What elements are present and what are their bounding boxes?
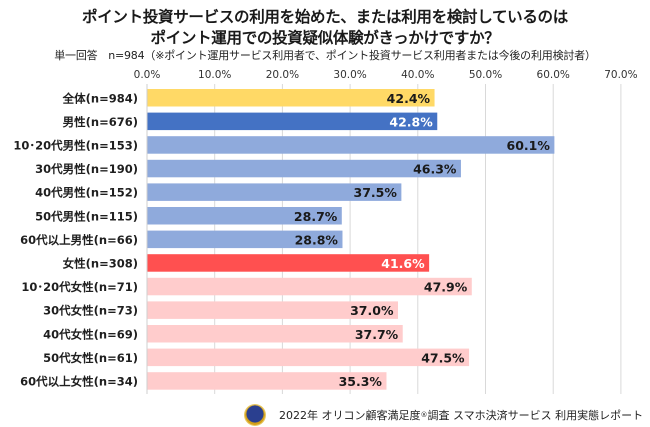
x-tick-label: 60.0% (537, 69, 570, 81)
category-label: 10･20代女性(n=71) (21, 280, 138, 294)
bar (147, 136, 555, 154)
value-label: 37.7% (355, 327, 399, 342)
gridlines (146, 84, 622, 394)
chart-subtitle: 単一回答 n=984（※ポイント運用サービス利用者で、ポイント投資サービス利用者… (54, 49, 596, 62)
value-label: 47.5% (421, 350, 465, 365)
value-label: 35.3% (339, 374, 383, 389)
value-label: 42.8% (389, 114, 433, 129)
category-label: 男性(n=676) (63, 115, 138, 129)
bar (147, 183, 402, 201)
bar (147, 301, 398, 319)
bar (147, 372, 387, 390)
bar (147, 348, 470, 367)
category-label: 全体(n=984) (62, 91, 138, 105)
category-label: 60代以上女性(n=34) (20, 374, 138, 388)
footer-text-before: 2022年 オリコン顧客満足度 (279, 409, 421, 422)
value-label: 37.5% (354, 185, 398, 200)
bar (147, 159, 461, 178)
category-label: 女性(n=308) (63, 256, 138, 270)
x-tick-label: 50.0% (469, 69, 502, 81)
value-label: 60.1% (507, 138, 551, 153)
registered-mark: ® (420, 411, 428, 419)
value-label: 37.0% (350, 303, 394, 318)
footer-text-after: 調査 スマホ決済サービス 利用実態レポート (427, 409, 644, 422)
value-label: 28.8% (295, 232, 339, 247)
chart-title-line-2: ポイント運用での投資疑似体験がきっかけですか？ (150, 29, 500, 47)
x-tick-label: 0.0% (134, 69, 161, 81)
bar (147, 207, 342, 225)
category-label: 30代女性(n=73) (43, 304, 138, 318)
x-tick-label: 40.0% (401, 69, 434, 81)
bar (147, 230, 343, 249)
footer-credit: 2022年 オリコン顧客満足度 ® 調査 スマホ決済サービス 利用実態レポート (245, 405, 643, 425)
value-labels: 42.4% 42.8% 60.1% 46.3% 37.5% 28.7% 28.8% 41.6%… (294, 91, 550, 389)
bar (147, 277, 472, 296)
value-label: 41.6% (381, 256, 425, 271)
value-label: 47.9% (424, 280, 468, 295)
category-label: 40代女性(n=69) (43, 327, 138, 341)
bar (147, 89, 435, 107)
category-label: 50代女性(n=61) (43, 351, 138, 365)
category-label: 60代以上男性(n=66) (20, 233, 138, 247)
award-medal-icon (245, 405, 265, 425)
x-tick-label: 70.0% (604, 69, 637, 81)
value-label: 46.3% (413, 162, 457, 177)
category-label: 50代男性(n=115) (35, 209, 138, 223)
bar (147, 325, 403, 343)
x-axis-ticks: 0.0% 10.0% 20.0% 30.0% 40.0% 50.0% 60.0% 70.0% (134, 69, 638, 81)
x-tick-label: 20.0% (266, 69, 299, 81)
bars (147, 89, 555, 390)
value-label: 28.7% (294, 209, 338, 224)
bar-chart: 0.0% 10.0% 20.0% 30.0% 40.0% 50.0% 60.0% 70.0% … (13, 69, 638, 394)
bar (147, 112, 438, 131)
bar (147, 254, 430, 272)
value-label: 42.4% (387, 91, 431, 106)
chart-title-line-1: ポイント投資サービスの利用を始めた、または利用を検討しているのは (82, 8, 568, 26)
category-label: 40代男性(n=152) (35, 186, 138, 200)
category-labels: 全体(n=984) 男性(n=676) 10･20代男性(n=153) 30代男性(n… (13, 91, 138, 388)
category-label: 10･20代男性(n=153) (13, 138, 138, 152)
x-tick-label: 30.0% (333, 69, 366, 81)
x-tick-label: 10.0% (198, 69, 231, 81)
category-label: 30代男性(n=190) (35, 162, 138, 176)
